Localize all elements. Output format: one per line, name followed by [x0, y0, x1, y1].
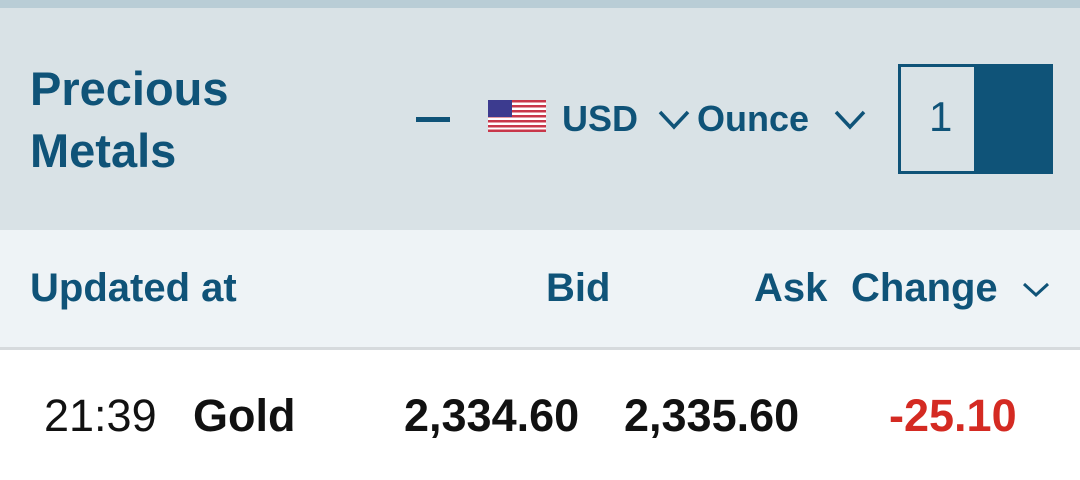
- title-line-2: Metals: [30, 124, 177, 177]
- collapse-button[interactable]: [416, 117, 450, 122]
- quantity-input[interactable]: 1: [898, 64, 1053, 174]
- chevron-down-icon[interactable]: [834, 110, 866, 130]
- column-change[interactable]: Change: [851, 266, 998, 310]
- row-time: 21:39: [44, 390, 157, 441]
- row-change: -25.10: [889, 390, 1017, 441]
- quantity-value: 1: [929, 93, 953, 140]
- chevron-down-icon[interactable]: [658, 110, 690, 130]
- column-updated-at[interactable]: Updated at: [30, 266, 237, 310]
- us-flag-icon: [488, 100, 546, 132]
- title-line-1: Precious: [30, 62, 229, 115]
- row-ask: 2,335.60: [624, 390, 800, 441]
- row-bid: 2,334.60: [404, 390, 580, 441]
- unit-select[interactable]: Ounce: [697, 98, 810, 139]
- chevron-down-icon[interactable]: [1022, 282, 1050, 298]
- column-header-bar: [0, 230, 1080, 350]
- currency-select[interactable]: USD: [562, 98, 639, 139]
- page-title: Precious Metals: [30, 58, 229, 182]
- top-strip: [0, 0, 1080, 8]
- row-metal: Gold: [193, 390, 296, 441]
- column-ask[interactable]: Ask: [754, 266, 828, 310]
- quantity-button[interactable]: [974, 67, 1050, 171]
- column-bid[interactable]: Bid: [546, 266, 611, 310]
